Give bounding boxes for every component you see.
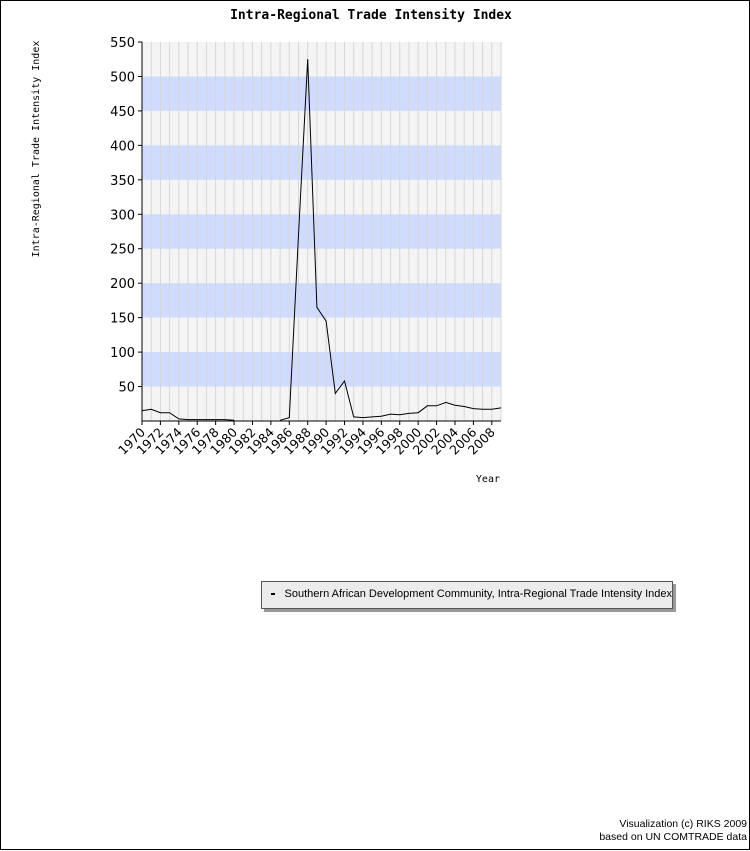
y-tick-label: 400 (110, 139, 135, 154)
y-band (142, 214, 501, 249)
y-tick-label: 500 (110, 70, 135, 85)
y-axis-label: Intra-Regional Trade Intensity Index (31, 41, 42, 258)
series-line-segment (141, 408, 235, 421)
y-tick-label: 300 (110, 208, 135, 223)
x-axis-label: Year (476, 474, 500, 485)
legend-swatch (271, 592, 275, 595)
plot-area: 5010015020025030035040045050055019701972… (110, 36, 502, 458)
credit-footer: Visualization (c) RIKS 2009 based on UN … (599, 818, 747, 844)
credit-line-1: Visualization (c) RIKS 2009 (619, 818, 747, 830)
y-tick-label: 550 (110, 36, 135, 51)
chart-title: Intra-Regional Trade Intensity Index (230, 8, 512, 23)
y-tick-label: 450 (110, 105, 135, 120)
credit-line-2: based on UN COMTRADE data (599, 831, 747, 843)
y-band (142, 145, 501, 180)
y-tick-label: 50 (118, 381, 135, 396)
y-tick-label: 250 (110, 243, 135, 258)
series-line-segment (279, 59, 502, 421)
y-band (142, 283, 501, 318)
y-band (142, 352, 501, 387)
y-band (142, 76, 501, 111)
y-tick-label: 200 (110, 277, 135, 292)
y-tick-label: 150 (110, 312, 135, 327)
y-tick-label: 100 (110, 346, 135, 361)
legend-series-label: Southern African Development Community, … (284, 587, 672, 600)
y-tick-label: 350 (110, 174, 135, 189)
legend: Southern African Development Community, … (261, 581, 673, 609)
